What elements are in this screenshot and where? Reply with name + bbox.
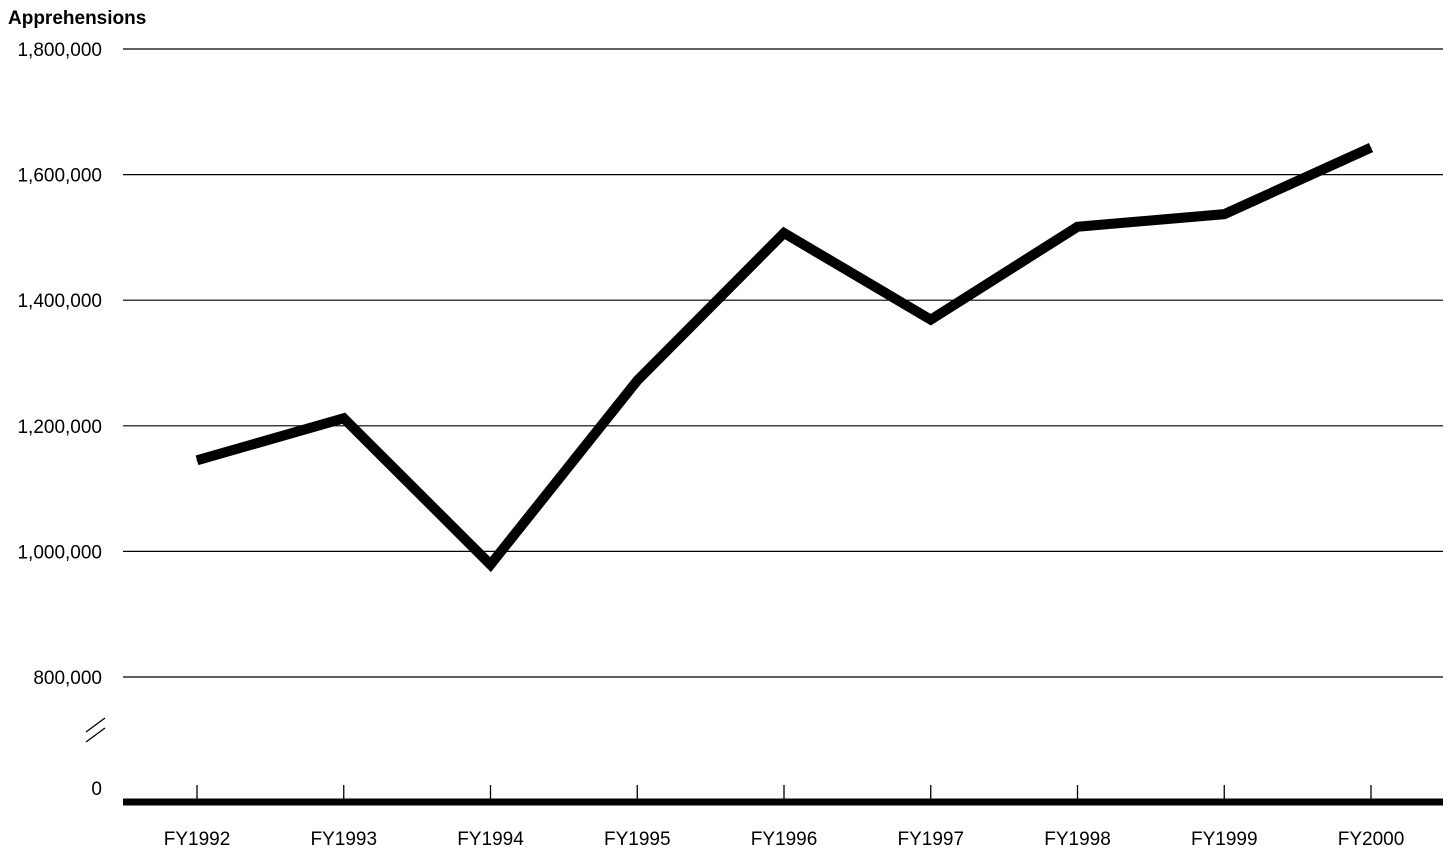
data-point — [343, 417, 345, 419]
data-point — [490, 564, 491, 566]
y-tick-label: 1,000,000 — [17, 542, 102, 563]
x-tick-label: FY1992 — [164, 829, 231, 850]
axis-break-marker — [85, 717, 106, 743]
x-tick-labels: FY1992 FY1993 FY1994 FY1995 FY1996 FY1997 FY19… — [164, 829, 1405, 850]
axis-break-stroke — [85, 727, 106, 743]
y-tick-labels: 800,000 1,000,000 1,200,000 1,400,000 1,600,… — [17, 40, 102, 800]
y-tick-label-zero: 0 — [91, 779, 102, 800]
x-tick-label: FY1994 — [457, 829, 524, 850]
x-tick-label: FY1995 — [604, 829, 671, 850]
y-tick-label: 1,200,000 — [17, 417, 102, 438]
y-tick-label: 1,600,000 — [17, 166, 102, 187]
x-tick-label: FY1996 — [751, 829, 818, 850]
x-axis — [123, 785, 1443, 806]
y-axis-title: Apprehensions — [8, 8, 146, 29]
x-tick-label: FY2000 — [1338, 829, 1405, 850]
x-tick-label: FY1999 — [1191, 829, 1258, 850]
data-point — [196, 459, 198, 461]
data-point — [636, 380, 638, 382]
data-point — [930, 319, 932, 321]
x-tick-label: FY1998 — [1044, 829, 1111, 850]
gridlines — [123, 48, 1443, 678]
data-point — [1077, 226, 1078, 228]
x-tick-label: FY1997 — [897, 829, 964, 850]
y-tick-label: 800,000 — [33, 668, 102, 689]
series-layer — [195, 143, 1374, 573]
y-tick-label: 1,800,000 — [17, 40, 102, 61]
series-line — [195, 143, 1374, 573]
data-point — [1223, 213, 1225, 215]
y-tick-label: 1,400,000 — [17, 291, 102, 312]
data-point — [783, 232, 785, 234]
data-point — [1370, 147, 1372, 149]
x-tick-label: FY1993 — [310, 829, 377, 850]
axis-break-stroke — [85, 717, 106, 733]
